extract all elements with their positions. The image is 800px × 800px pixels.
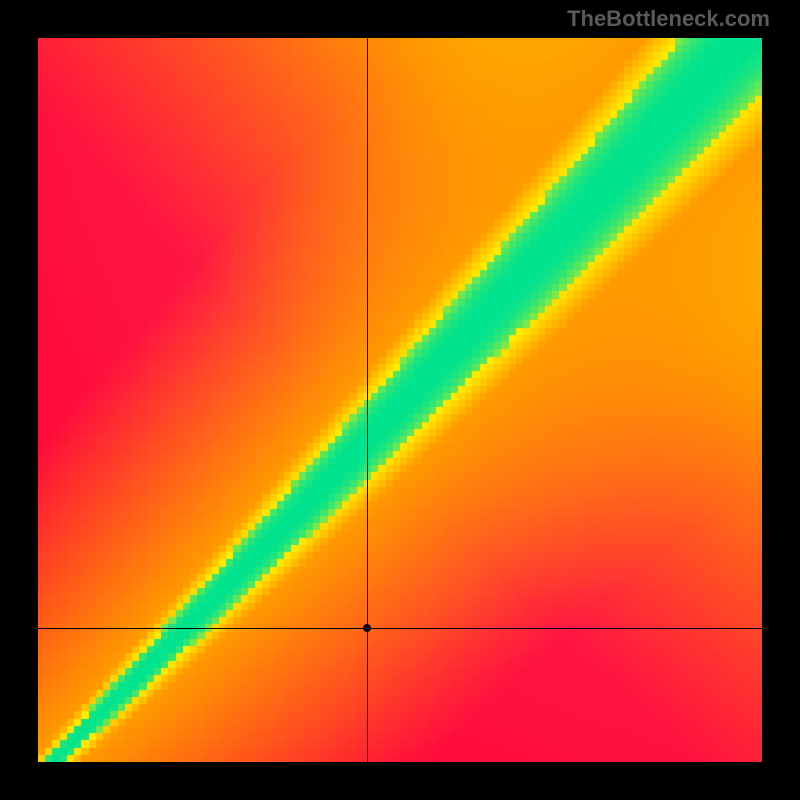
marker-dot <box>363 624 371 632</box>
heatmap-canvas <box>38 38 762 762</box>
heatmap-plot-area <box>38 38 762 762</box>
watermark-text: TheBottleneck.com <box>567 6 770 32</box>
crosshair-horizontal <box>38 628 762 629</box>
crosshair-vertical <box>367 38 368 762</box>
